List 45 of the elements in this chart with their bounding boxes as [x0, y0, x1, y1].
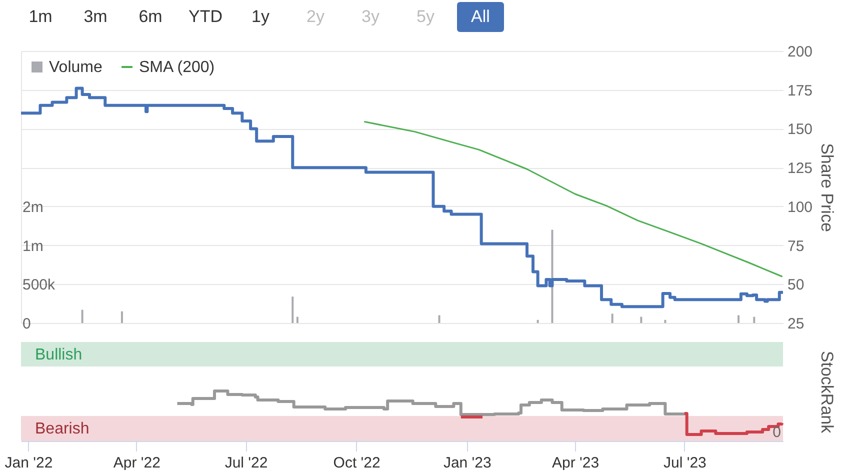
text: 5y: [416, 6, 436, 28]
y-tick-label: 2m: [22, 198, 44, 216]
y2-tick-label: 200: [788, 44, 813, 60]
bar: [438, 315, 440, 323]
bar: [81, 310, 84, 323]
y-axis-title: StockRank: [818, 350, 836, 434]
bar: [664, 320, 666, 323]
y2-axis-title: Share Price: [818, 143, 836, 232]
y2-tick-label: 25: [788, 316, 804, 332]
line-series: [364, 120, 783, 278]
band-label: Bullish: [35, 346, 82, 364]
y-tick-label: 500k: [22, 276, 56, 294]
legend-label: Volume: [49, 59, 102, 76]
bar: [753, 316, 756, 323]
x-tick-label: Jan '22: [4, 454, 53, 471]
x-tick-label: Jul '22: [224, 454, 268, 471]
bar: [640, 316, 642, 323]
y-tick-label: 0: [22, 316, 31, 332]
x-tick-label: Jan '23: [443, 454, 492, 471]
y2-tick-label: 150: [788, 121, 813, 138]
x-tick-label: Jul '23: [664, 454, 706, 471]
y-tick-label: 1m: [22, 238, 44, 255]
bar: [738, 315, 740, 323]
bar: [551, 230, 554, 323]
legend-label: SMA (200): [139, 59, 215, 76]
bar: [296, 316, 298, 323]
text: 1y: [250, 6, 270, 28]
text: 3m: [82, 6, 108, 28]
text: 6m: [138, 6, 164, 28]
x-tick-label: Oct '22: [333, 454, 380, 471]
text: All: [457, 2, 504, 32]
bar: [536, 320, 539, 323]
y2-tick-label: 175: [788, 82, 813, 100]
y2-tick-label: 50: [788, 276, 804, 294]
y2-tick-label: 125: [788, 160, 813, 178]
text: YTD: [188, 6, 224, 28]
annotation: 0: [772, 424, 781, 441]
band-label: Bearish: [35, 420, 90, 438]
y2-tick-label: 75: [788, 238, 804, 255]
bar: [292, 296, 294, 323]
text: 3y: [360, 6, 380, 28]
bar: [120, 311, 123, 323]
y2-tick-label: 100: [788, 198, 813, 216]
bar: [611, 314, 614, 323]
text: 2y: [306, 6, 326, 28]
